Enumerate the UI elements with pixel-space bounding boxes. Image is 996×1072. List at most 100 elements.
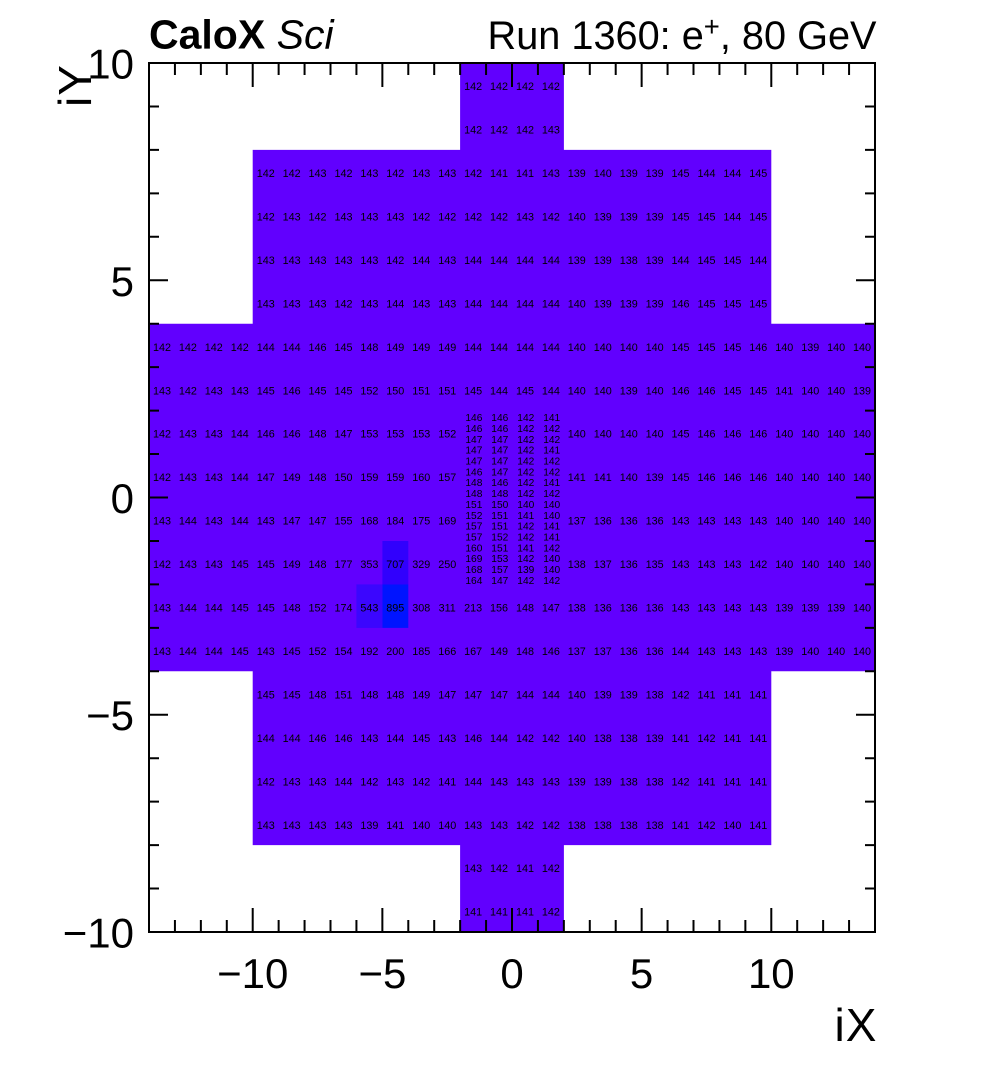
svg-text:148: 148: [308, 559, 326, 571]
svg-text:139: 139: [594, 298, 612, 310]
svg-text:138: 138: [568, 820, 586, 832]
svg-text:137: 137: [594, 646, 612, 658]
svg-text:145: 145: [464, 385, 482, 397]
svg-text:141: 141: [490, 168, 508, 180]
svg-text:138: 138: [620, 733, 638, 745]
svg-text:141: 141: [543, 446, 560, 457]
svg-text:144: 144: [542, 385, 560, 397]
svg-text:142: 142: [517, 413, 534, 424]
svg-text:141: 141: [516, 168, 534, 180]
svg-text:140: 140: [853, 472, 871, 484]
svg-text:136: 136: [620, 646, 638, 658]
svg-text:142: 142: [517, 457, 534, 468]
svg-text:154: 154: [334, 646, 352, 658]
svg-text:147: 147: [438, 689, 456, 701]
svg-text:152: 152: [360, 385, 378, 397]
svg-text:142: 142: [542, 820, 560, 832]
svg-text:157: 157: [438, 472, 456, 484]
svg-text:139: 139: [594, 689, 612, 701]
svg-text:142: 142: [283, 168, 301, 180]
svg-text:139: 139: [620, 212, 638, 224]
svg-text:144: 144: [412, 255, 430, 267]
svg-text:145: 145: [671, 429, 689, 441]
svg-text:140: 140: [594, 385, 612, 397]
svg-text:140: 140: [620, 342, 638, 354]
svg-text:143: 143: [438, 298, 456, 310]
svg-text:152: 152: [465, 511, 482, 522]
svg-text:148: 148: [308, 689, 326, 701]
svg-text:895: 895: [386, 603, 404, 615]
svg-text:145: 145: [671, 342, 689, 354]
svg-text:140: 140: [775, 472, 793, 484]
svg-text:146: 146: [723, 472, 741, 484]
svg-text:143: 143: [179, 559, 197, 571]
svg-text:157: 157: [491, 565, 508, 576]
svg-text:140: 140: [568, 298, 586, 310]
svg-text:145: 145: [749, 168, 767, 180]
svg-text:143: 143: [334, 255, 352, 267]
svg-text:0: 0: [111, 475, 134, 522]
svg-text:−5: −5: [358, 950, 406, 997]
svg-text:143: 143: [153, 516, 171, 528]
svg-text:142: 142: [334, 168, 352, 180]
svg-text:140: 140: [827, 516, 845, 528]
svg-text:250: 250: [438, 559, 456, 571]
svg-text:10: 10: [87, 41, 134, 88]
svg-text:140: 140: [568, 429, 586, 441]
svg-text:146: 146: [542, 646, 560, 658]
svg-text:153: 153: [412, 429, 430, 441]
svg-text:140: 140: [827, 385, 845, 397]
svg-text:142: 142: [542, 212, 560, 224]
svg-text:140: 140: [775, 559, 793, 571]
svg-text:142: 142: [516, 820, 534, 832]
svg-text:145: 145: [749, 385, 767, 397]
svg-text:138: 138: [594, 733, 612, 745]
svg-text:143: 143: [205, 516, 223, 528]
svg-text:145: 145: [749, 298, 767, 310]
svg-text:156: 156: [490, 603, 508, 615]
svg-text:141: 141: [749, 733, 767, 745]
svg-text:145: 145: [231, 646, 249, 658]
svg-text:143: 143: [205, 559, 223, 571]
svg-text:−10: −10: [217, 950, 288, 997]
svg-text:140: 140: [543, 511, 560, 522]
svg-text:143: 143: [516, 776, 534, 788]
svg-text:145: 145: [257, 689, 275, 701]
svg-text:139: 139: [853, 385, 871, 397]
svg-text:140: 140: [801, 516, 819, 528]
svg-text:10: 10: [748, 950, 795, 997]
svg-text:148: 148: [308, 429, 326, 441]
svg-text:142: 142: [517, 533, 534, 544]
svg-text:140: 140: [568, 385, 586, 397]
svg-text:140: 140: [827, 429, 845, 441]
svg-text:142: 142: [231, 342, 249, 354]
svg-text:143: 143: [438, 255, 456, 267]
svg-text:146: 146: [257, 429, 275, 441]
svg-text:144: 144: [516, 298, 534, 310]
svg-text:213: 213: [464, 603, 482, 615]
svg-text:139: 139: [801, 342, 819, 354]
svg-text:145: 145: [283, 689, 301, 701]
svg-text:136: 136: [620, 559, 638, 571]
svg-text:139: 139: [801, 603, 819, 615]
svg-text:139: 139: [568, 776, 586, 788]
svg-text:144: 144: [490, 385, 508, 397]
svg-text:146: 146: [465, 413, 482, 424]
svg-text:139: 139: [620, 385, 638, 397]
svg-text:145: 145: [257, 603, 275, 615]
svg-text:160: 160: [412, 472, 430, 484]
svg-text:144: 144: [723, 168, 741, 180]
svg-text:144: 144: [542, 255, 560, 267]
svg-text:148: 148: [308, 472, 326, 484]
svg-text:5: 5: [111, 258, 134, 305]
svg-text:142: 142: [517, 522, 534, 533]
svg-text:147: 147: [491, 576, 508, 587]
svg-text:146: 146: [464, 733, 482, 745]
svg-text:144: 144: [179, 516, 197, 528]
svg-text:146: 146: [671, 385, 689, 397]
svg-text:141: 141: [516, 907, 534, 919]
svg-text:147: 147: [491, 435, 508, 446]
svg-text:143: 143: [464, 820, 482, 832]
svg-text:140: 140: [801, 385, 819, 397]
svg-text:145: 145: [723, 342, 741, 354]
